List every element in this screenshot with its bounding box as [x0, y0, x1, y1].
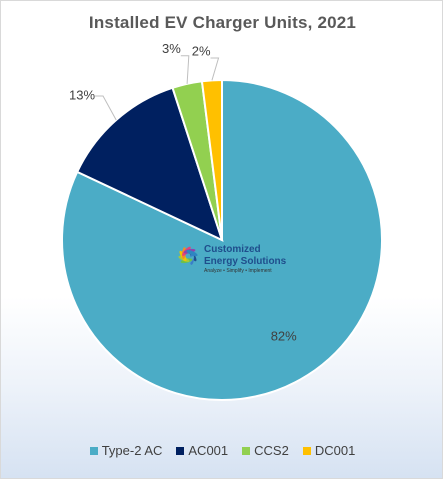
data-label: 2%: [192, 43, 211, 58]
legend-item: DC001: [302, 443, 356, 458]
logo-petal: [186, 250, 198, 257]
chart-legend: Type-2 AC AC001 CCS2 DC001: [1, 443, 443, 458]
legend-swatch: [176, 446, 185, 455]
leader-line: [210, 57, 220, 81]
leader-line: [180, 55, 190, 84]
logo-tagline: Analyze • Simplify • Implement: [204, 268, 272, 274]
legend-swatch: [302, 446, 311, 455]
legend-item: Type-2 AC: [89, 443, 163, 458]
legend-label: Type-2 AC: [101, 443, 163, 458]
legend-label: AC001: [188, 443, 229, 458]
legend-item: CCS2: [242, 443, 289, 458]
chart-title: Installed EV Charger Units, 2021: [88, 13, 357, 32]
legend-label: DC001: [314, 443, 356, 458]
data-label: 82%: [271, 329, 297, 344]
legend-swatch: [242, 446, 251, 455]
logo-name-line1: Customized: [204, 244, 261, 255]
leader-line: [95, 95, 117, 121]
pie-slice-ac001: [75, 86, 224, 242]
company-logo: Customized Energy Solutions Analyze • Si…: [178, 244, 287, 274]
logo-name-line2: Energy Solutions: [204, 256, 287, 267]
legend-item: AC001: [176, 443, 228, 458]
logo-pinwheel-icon: [178, 246, 198, 266]
data-label: 3%: [162, 41, 181, 56]
data-label: 13%: [69, 87, 95, 102]
legend-swatch: [89, 446, 98, 455]
legend-label: CCS2: [254, 443, 289, 458]
